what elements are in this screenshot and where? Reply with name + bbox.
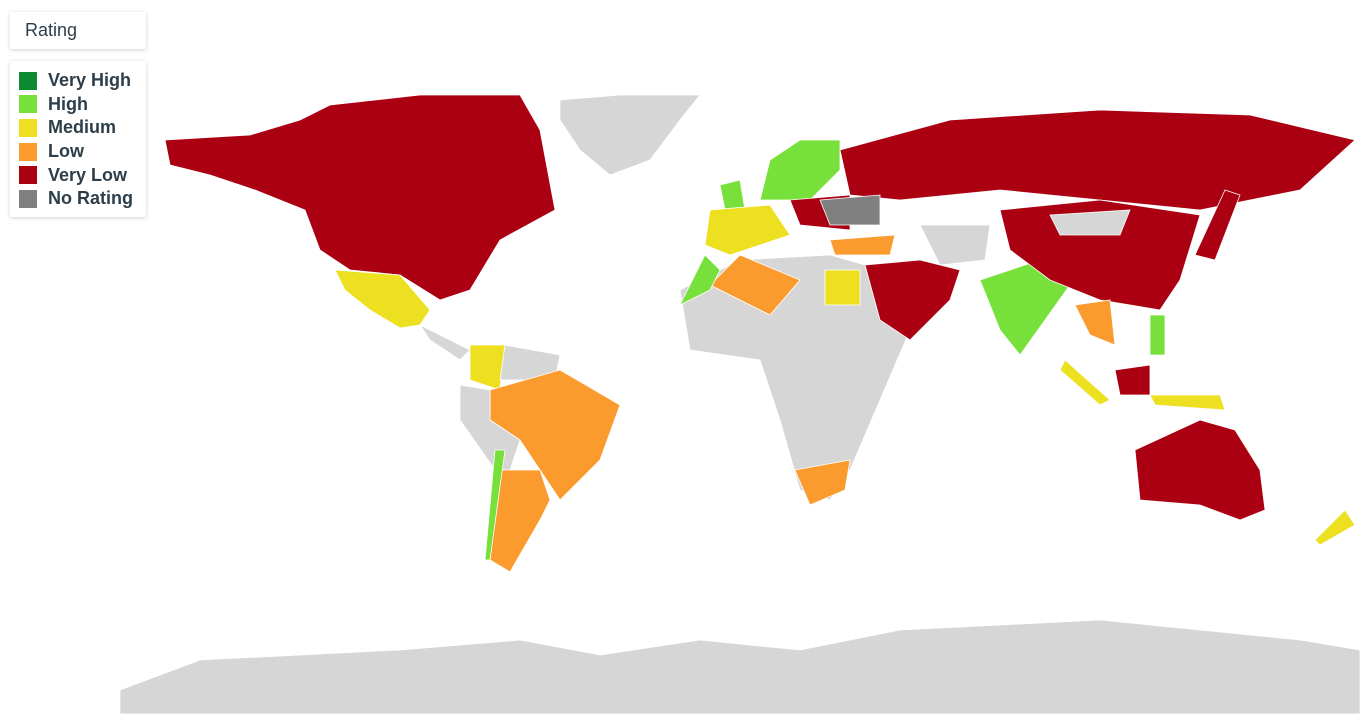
legend-label: Medium [48, 117, 117, 138]
morocco [679, 254, 721, 306]
turkey [829, 234, 896, 256]
thailand [1074, 299, 1116, 346]
legend-label: No Rating [48, 188, 133, 209]
africa [679, 254, 911, 501]
peru-bolivia [459, 384, 521, 471]
mexico [334, 269, 431, 329]
legend-swatch [19, 166, 37, 185]
new-zealand [1314, 509, 1356, 546]
united-kingdom [719, 179, 746, 211]
legend-label: High [48, 93, 88, 114]
legend-item[interactable]: No Rating [19, 187, 146, 211]
middle-east [864, 259, 961, 341]
borneo [1114, 364, 1151, 396]
legend: Very High High Medium Low Very Low No Rating [10, 61, 146, 217]
algeria [709, 254, 801, 316]
legend-item[interactable]: Low [19, 140, 146, 164]
mongolia [1049, 209, 1131, 236]
colombia [469, 344, 506, 391]
greenland [559, 94, 701, 176]
indonesia-east [1149, 394, 1226, 411]
antarctica [119, 619, 1360, 714]
egypt [824, 269, 861, 306]
legend-swatch [19, 189, 37, 208]
sumatra [1059, 359, 1111, 406]
legend-swatch [19, 95, 37, 114]
legend-label: Low [48, 141, 84, 162]
scandinavia [759, 139, 841, 201]
legend-item[interactable]: High [19, 93, 146, 117]
legend-swatch [19, 118, 37, 137]
north-america [164, 94, 556, 301]
south-africa [794, 459, 851, 506]
central-asia [919, 224, 991, 266]
legend-item[interactable]: Very High [19, 69, 146, 93]
legend-label: Very High [48, 70, 132, 91]
japan [1194, 189, 1241, 261]
china [999, 199, 1201, 311]
legend-label: Very Low [48, 164, 128, 185]
central-america [418, 323, 471, 361]
chile [484, 449, 506, 561]
ukraine [819, 194, 881, 226]
legend-item[interactable]: Very Low [19, 163, 146, 187]
legend-swatch [19, 71, 37, 90]
legend-item[interactable]: Medium [19, 116, 146, 140]
philippines [1149, 314, 1166, 356]
legend-swatch [19, 142, 37, 161]
western-europe [704, 204, 791, 256]
russia [839, 109, 1356, 211]
legend-title: Rating [10, 12, 146, 49]
australia [1134, 419, 1266, 521]
